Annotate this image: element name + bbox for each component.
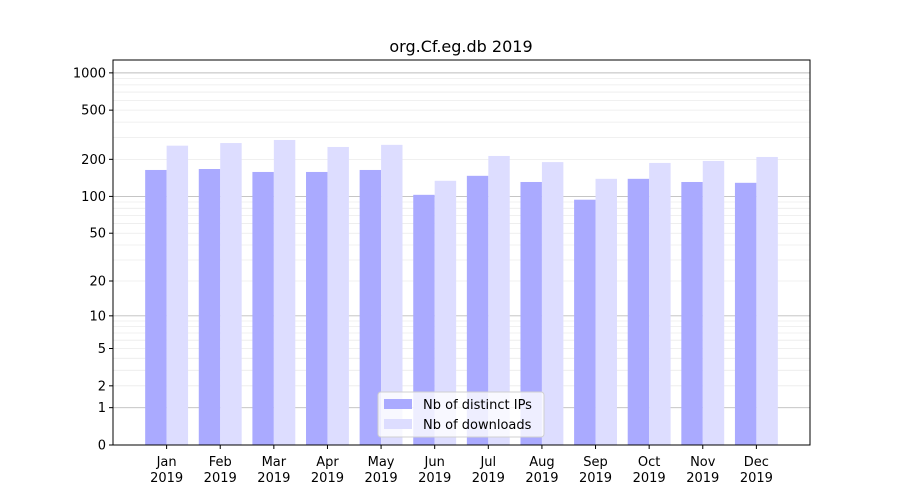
y-tick-label: 500 (81, 104, 106, 119)
bar-downloads-may (381, 144, 403, 446)
x-tick-label-oct: Oct 2019 (633, 455, 666, 486)
chart-title: org.Cf.eg.db 2019 (389, 37, 532, 56)
y-tick-label: 200 (81, 153, 106, 168)
bar-downloads-mar (273, 139, 296, 446)
bar-ips-dec (734, 182, 757, 445)
bar-ips-jun (413, 194, 435, 445)
bar-downloads-aug (541, 162, 564, 446)
x-tick-label-feb: Feb 2019 (204, 455, 237, 486)
x-tick-label-apr: Apr 2019 (311, 455, 344, 486)
x-tick-label-jan: Jan 2019 (150, 455, 183, 486)
x-tick-label-jul: Jul 2019 (472, 455, 505, 486)
bar-ips-may (359, 169, 382, 446)
bar-downloads-jul (488, 155, 510, 445)
bar-downloads-nov (702, 160, 725, 446)
legend: Nb of distinct IPs Nb of downloads (377, 391, 545, 438)
y-tick-label: 1 (98, 401, 106, 416)
x-tick-label-aug: Aug 2019 (525, 455, 558, 486)
bar-downloads-jun (434, 180, 457, 445)
bar-downloads-apr (327, 146, 349, 445)
y-tick-label: 100 (81, 190, 106, 205)
bar-ips-mar (252, 171, 274, 445)
y-tick-label: 1000 (73, 66, 106, 81)
legend-label: Nb of distinct IPs (423, 398, 532, 413)
bar-downloads-feb (220, 143, 242, 445)
bar-downloads-jan (166, 145, 189, 445)
y-tick-label: 20 (89, 275, 106, 290)
x-tick-label-mar: Mar 2019 (257, 455, 290, 486)
bar-downloads-oct (649, 162, 671, 445)
x-tick-label-may: May 2019 (365, 455, 398, 486)
x-tick-label-nov: Nov 2019 (686, 455, 719, 486)
bar-downloads-dec (756, 156, 778, 445)
legend-swatch (384, 419, 412, 429)
bar-ips-sep (574, 199, 596, 445)
bar-ips-apr (306, 171, 328, 445)
x-tick-label-dec: Dec 2019 (740, 455, 773, 486)
bar-ips-oct (627, 178, 650, 446)
legend-label: Nb of downloads (423, 418, 532, 433)
bar-ips-feb (198, 169, 221, 445)
plot-frame (112, 59, 811, 446)
y-tick-label: 10 (89, 309, 106, 324)
x-tick-label-jun: Jun 2019 (418, 455, 451, 486)
bar-ips-jul (466, 175, 489, 445)
y-tick-label: 2 (98, 379, 106, 394)
y-tick-label: 5 (98, 342, 106, 357)
y-tick-label: 0 (98, 439, 106, 454)
bar-ips-nov (681, 181, 703, 445)
bar-ips-aug (520, 181, 542, 445)
legend-box (377, 391, 545, 438)
bar-ips-jan (145, 169, 167, 446)
y-tick-label: 50 (89, 227, 106, 242)
legend-swatch (384, 399, 412, 409)
bar-downloads-sep (595, 178, 617, 446)
x-tick-label-sep: Sep 2019 (579, 455, 612, 486)
